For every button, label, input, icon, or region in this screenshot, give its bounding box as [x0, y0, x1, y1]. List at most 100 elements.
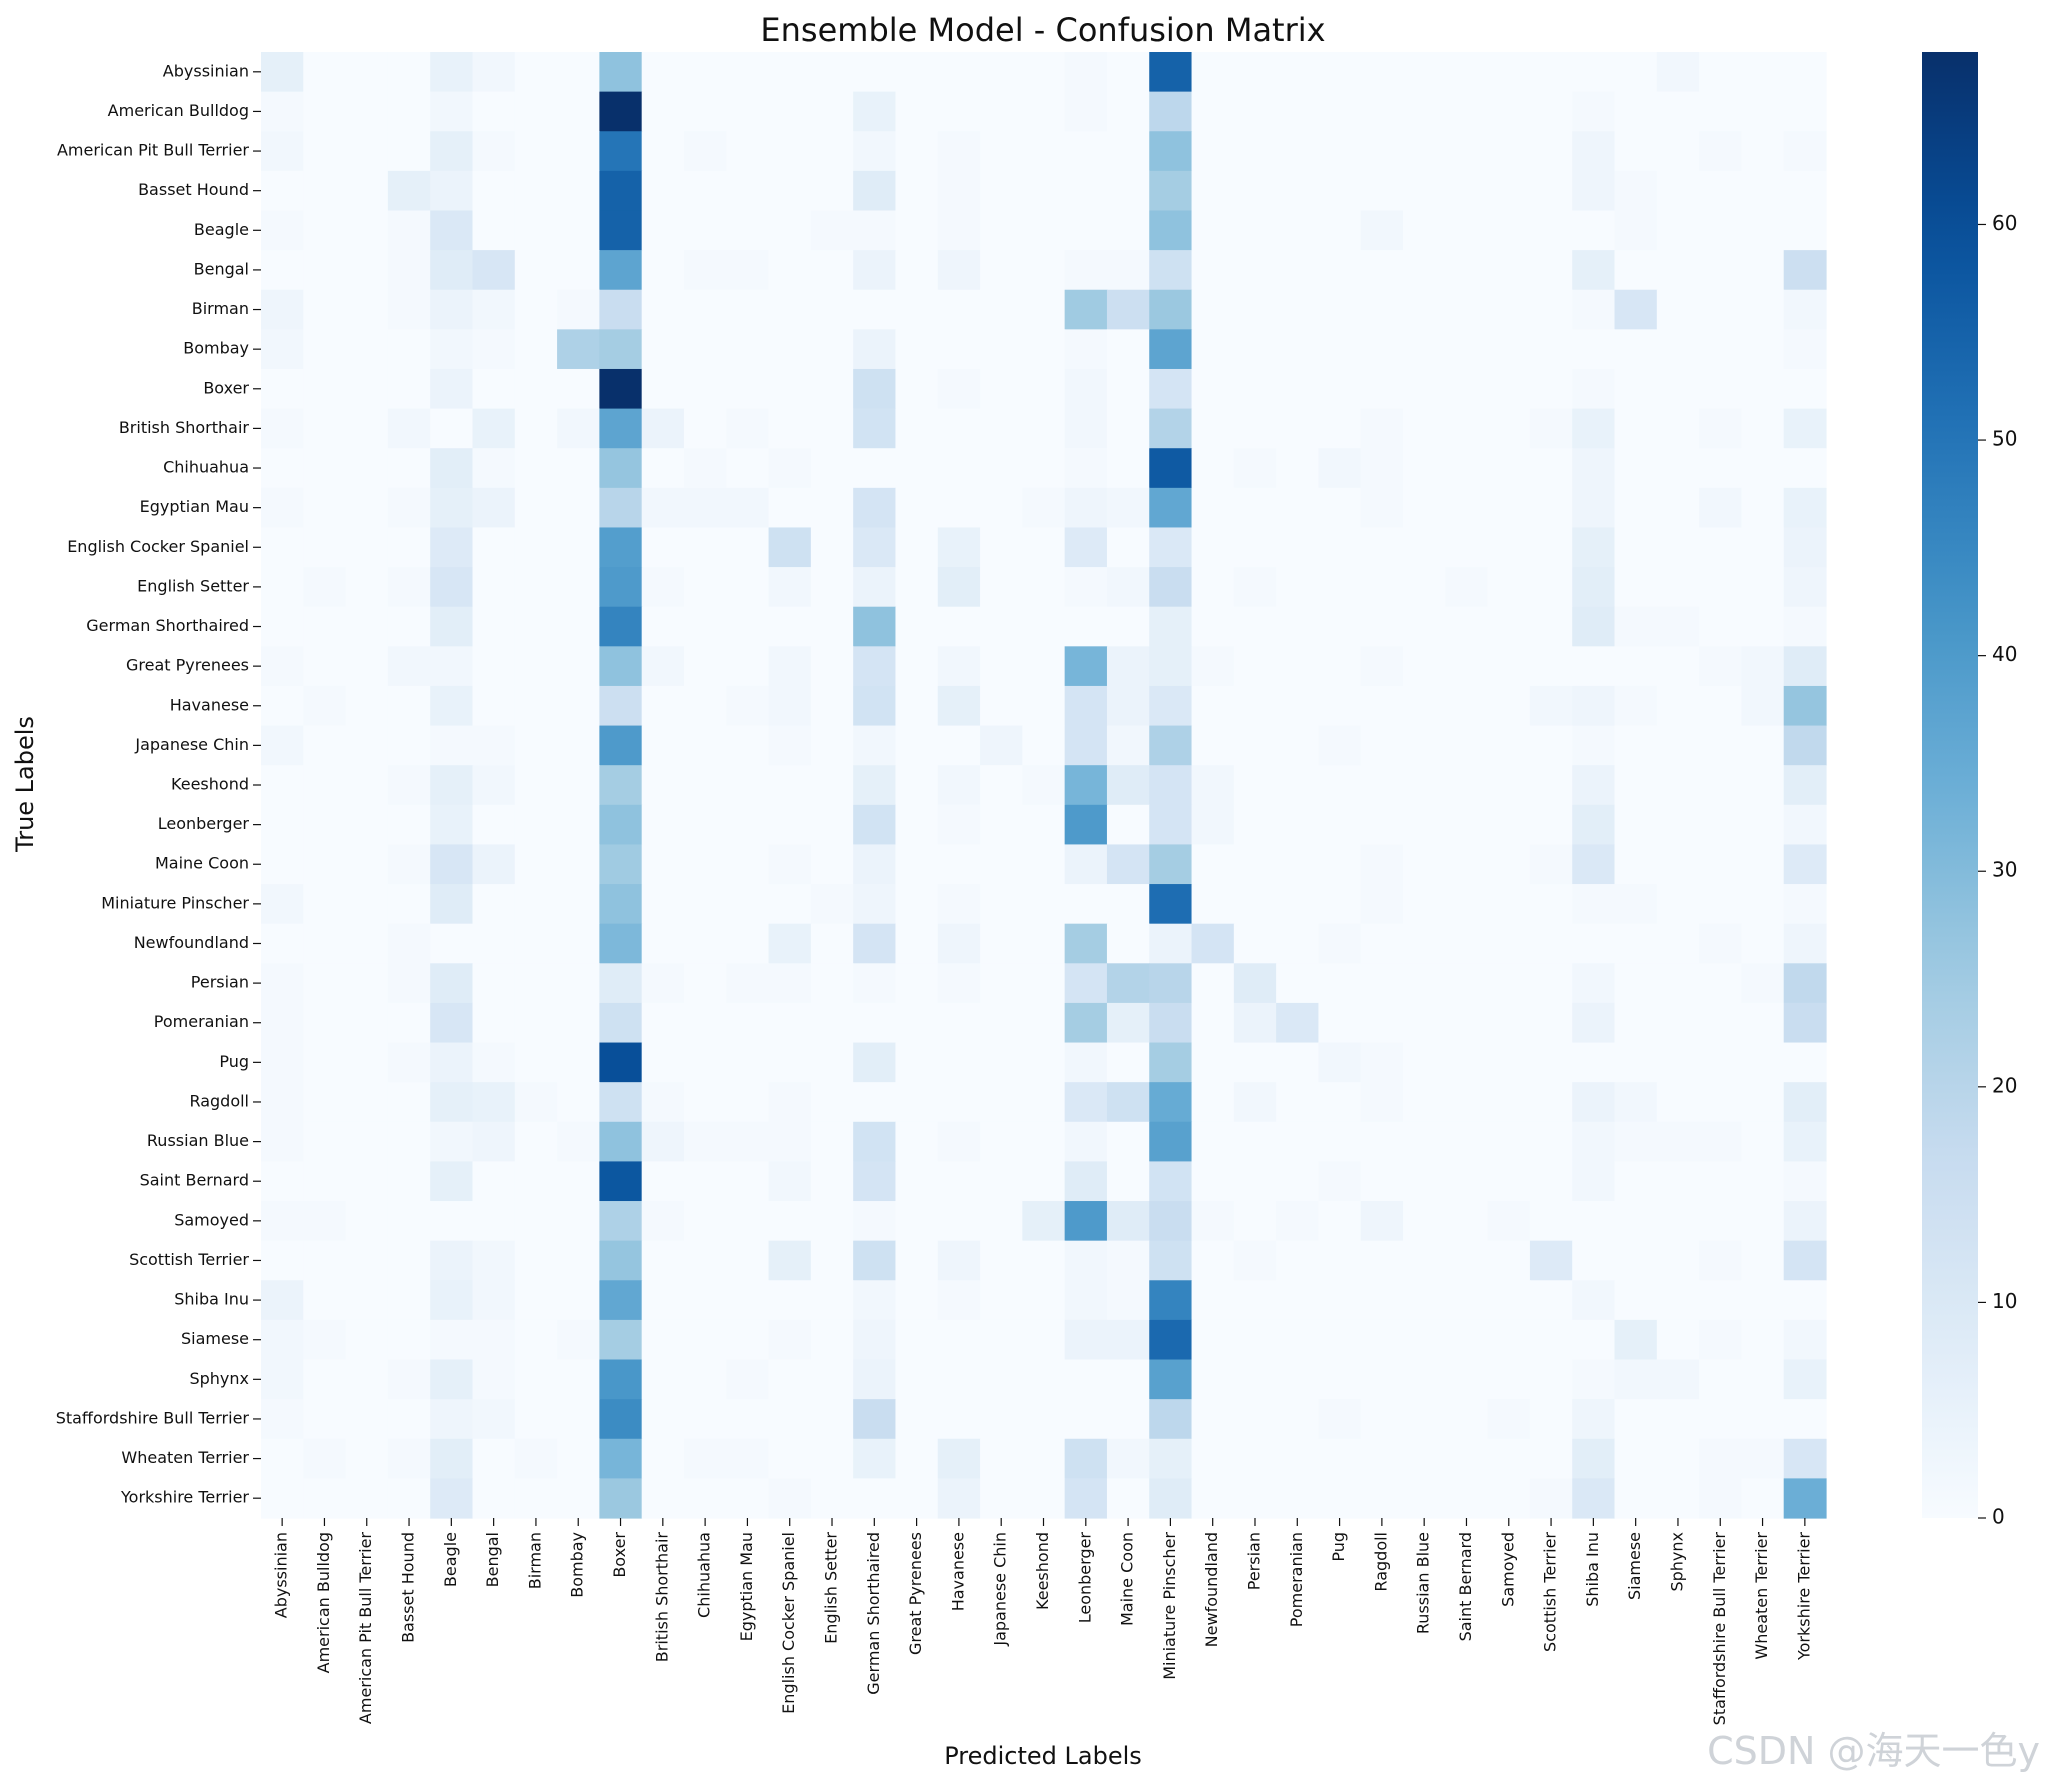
heatmap-cell [1149, 368, 1193, 410]
heatmap-cell [1149, 646, 1193, 687]
heatmap-cell [303, 844, 347, 885]
heatmap-cell [1106, 250, 1150, 291]
heatmap-cell [599, 606, 643, 647]
heatmap-cell [1699, 1319, 1743, 1361]
heatmap-cell [980, 289, 1023, 330]
heatmap-cell [1403, 487, 1446, 529]
heatmap-cell [895, 1082, 939, 1123]
y-tick-label: Basset Hound [138, 180, 249, 199]
heatmap-cell [1741, 765, 1785, 806]
heatmap-cell [557, 1161, 600, 1202]
heatmap-cell [683, 1201, 727, 1242]
x-tick-label: Sphynx [1667, 1532, 1686, 1592]
heatmap-cell [853, 527, 897, 568]
heatmap-cell [514, 963, 558, 1004]
heatmap-cell [1614, 844, 1658, 885]
heatmap-cell [472, 487, 516, 529]
heatmap-cell [980, 844, 1023, 885]
heatmap-cell [1064, 91, 1108, 132]
heatmap-cell [387, 487, 431, 529]
heatmap-cell [430, 567, 474, 608]
heatmap-cell [768, 329, 812, 370]
heatmap-cell [557, 567, 600, 608]
heatmap-cell [345, 685, 389, 727]
heatmap-cell [430, 289, 474, 330]
heatmap-cell [1191, 1002, 1235, 1044]
heatmap-cell [1699, 844, 1743, 885]
heatmap-cell [1699, 448, 1743, 489]
heatmap-cell [1233, 567, 1277, 608]
y-tick-label: Staffordshire Bull Terrier [56, 1408, 250, 1427]
heatmap-cell [345, 289, 389, 330]
heatmap-cell [726, 1082, 770, 1123]
heatmap-cell [345, 210, 389, 251]
heatmap-cell [810, 487, 854, 529]
heatmap-cell [1741, 91, 1785, 132]
heatmap-cell [1614, 448, 1658, 489]
heatmap-cell [261, 567, 304, 608]
heatmap-cell [1106, 527, 1150, 568]
heatmap-cell [261, 1082, 304, 1123]
heatmap-cell [726, 487, 770, 529]
heatmap-cell [1064, 329, 1108, 370]
heatmap-cell [937, 91, 981, 132]
heatmap-cell [1699, 408, 1743, 449]
heatmap-cell [1529, 329, 1573, 370]
heatmap-cell [1699, 963, 1743, 1004]
x-tick-label: Leonberger [1075, 1532, 1094, 1624]
heatmap-cell [683, 804, 727, 846]
heatmap-cell [726, 1042, 770, 1083]
heatmap-cell [430, 844, 474, 885]
heatmap-cell [261, 448, 304, 489]
heatmap-cell [1572, 1201, 1616, 1242]
heatmap-cell [1487, 1359, 1531, 1400]
heatmap-cell [1529, 1042, 1573, 1083]
heatmap-cell [980, 1002, 1023, 1044]
heatmap-cell [1318, 804, 1362, 846]
heatmap-cell [1529, 685, 1573, 727]
heatmap-cell [1529, 646, 1573, 687]
heatmap-cell [853, 131, 897, 172]
heatmap-cell [1360, 408, 1404, 449]
heatmap-cell [1783, 289, 1827, 330]
heatmap-cell [1529, 725, 1573, 766]
heatmap-cell [1318, 685, 1362, 727]
heatmap-cell [1318, 923, 1362, 964]
heatmap-cell [345, 170, 389, 212]
heatmap-cell [1106, 567, 1150, 608]
x-tick-label: Pomeranian [1287, 1532, 1306, 1627]
heatmap-cell [1741, 725, 1785, 766]
heatmap-cell [1233, 884, 1277, 925]
heatmap-cell [1572, 963, 1616, 1004]
heatmap-cell [303, 804, 347, 846]
heatmap-cell [1064, 685, 1108, 727]
heatmap-cell [1276, 844, 1320, 885]
heatmap-cell [1064, 963, 1108, 1004]
heatmap-cell [810, 448, 854, 489]
heatmap-cell [1022, 765, 1066, 806]
heatmap-cell [1360, 1042, 1404, 1083]
heatmap-cell [387, 1002, 431, 1044]
heatmap-cell [726, 1280, 770, 1321]
heatmap-cell [303, 1280, 347, 1321]
heatmap-cell [895, 250, 939, 291]
heatmap-cell [1403, 1042, 1446, 1083]
heatmap-cell [1106, 1002, 1150, 1044]
heatmap-cell [726, 765, 770, 806]
heatmap-cell [641, 1359, 685, 1400]
heatmap-cell [726, 408, 770, 449]
heatmap-cell [980, 1082, 1023, 1123]
heatmap-cell [683, 1121, 727, 1162]
heatmap-cell [430, 131, 474, 172]
heatmap-cell [1106, 1399, 1150, 1440]
heatmap-cell [1233, 1161, 1277, 1202]
heatmap-cell [1149, 1359, 1193, 1400]
heatmap-cell [303, 368, 347, 410]
heatmap-cell [853, 91, 897, 132]
heatmap-cell [557, 1042, 600, 1083]
heatmap-cell [514, 1002, 558, 1044]
heatmap-cell [853, 210, 897, 251]
heatmap-cell [641, 567, 685, 608]
heatmap-cell [980, 527, 1023, 568]
heatmap-cell [557, 884, 600, 925]
